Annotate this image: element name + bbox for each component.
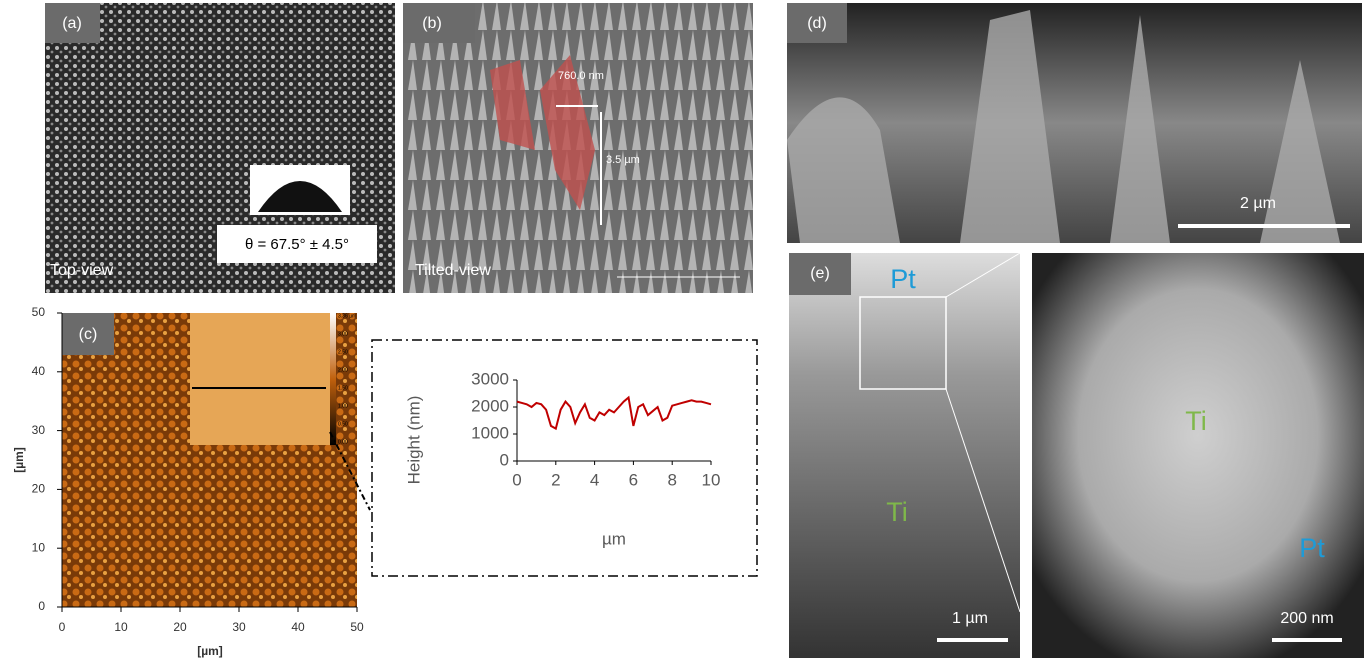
panel-label: (a) xyxy=(62,15,82,32)
colorbar-label: 0.50 xyxy=(338,421,348,427)
afm-inset xyxy=(190,313,330,445)
afm-axes: 0 10 20 30 40 50 0 10 20 30 40 50 xyxy=(32,305,364,634)
label-box xyxy=(45,3,100,43)
y-tick-label: 50 xyxy=(32,305,46,319)
colorbar-label: 1.00 xyxy=(338,403,348,409)
label-box xyxy=(403,3,475,43)
x-tick-label: 40 xyxy=(291,620,305,634)
zoom-line xyxy=(945,388,1021,613)
spikes xyxy=(787,10,1340,243)
x-tick-label: 50 xyxy=(350,620,364,634)
x-tick-label: 6 xyxy=(629,470,638,489)
profile-box xyxy=(371,339,758,577)
profile-chart: 0 1000 2000 3000 0 2 4 6 8 10 xyxy=(471,369,720,489)
label-box xyxy=(787,3,847,43)
x-tick-label: 10 xyxy=(702,470,721,489)
scale-bar-label: 2 µm xyxy=(1240,195,1276,212)
zoom-line xyxy=(945,252,1021,298)
panel-label: (c) xyxy=(79,326,98,343)
connector xyxy=(329,431,371,511)
y-tick-label: 10 xyxy=(32,540,46,554)
colorbar xyxy=(330,313,336,445)
y-axis-label: [µm] xyxy=(12,447,26,473)
caption: Tilted-view xyxy=(415,262,491,279)
label-box xyxy=(789,253,851,295)
scale-bar-label: 1 µm xyxy=(952,610,988,627)
x-tick-label: 20 xyxy=(173,620,187,634)
caption: Top-view xyxy=(50,262,114,279)
colorbar-label: 0.00 xyxy=(338,439,348,445)
y-tick-label: 40 xyxy=(32,364,46,378)
material-label: Pt xyxy=(1299,533,1325,563)
x-tick-label: 30 xyxy=(232,620,246,634)
label-box xyxy=(62,313,114,355)
height-annotation: 3.5 µm xyxy=(606,154,640,166)
y-tick-label: 30 xyxy=(32,423,46,437)
droplet xyxy=(258,181,342,212)
colorbar-label: 3.36 µm xyxy=(338,313,356,319)
sem-zoom xyxy=(1032,253,1364,658)
panel-label: (e) xyxy=(810,265,830,282)
y-tick-label: 0 xyxy=(38,599,45,613)
material-label: Pt xyxy=(890,264,916,294)
zoom-box xyxy=(859,296,947,390)
colorbar-label: 1.50 xyxy=(338,385,348,391)
y-tick-label: 1000 xyxy=(471,423,509,442)
x-tick-label: 4 xyxy=(590,470,599,489)
colorbar-label: 2.50 xyxy=(338,349,348,355)
y-tick-label: 3000 xyxy=(471,369,509,388)
highlight xyxy=(490,55,595,210)
contact-angle: θ = 67.5° ± 4.5° xyxy=(245,236,349,253)
x-tick-label: 8 xyxy=(667,470,676,489)
x-tick-label: 0 xyxy=(59,620,66,634)
material-label: Ti xyxy=(1185,406,1207,436)
x-tick-label: 0 xyxy=(512,470,521,489)
panel-label: (b) xyxy=(422,15,442,32)
colorbar-label: 3.00 xyxy=(338,331,348,337)
colorbar-label: 2.00 xyxy=(338,367,348,373)
x-tick-label: 10 xyxy=(114,620,128,634)
width-annotation: 760.0 nm xyxy=(558,70,604,82)
panel-label: (d) xyxy=(807,15,827,32)
x-axis-label: µm xyxy=(602,529,626,548)
colorbar-labels: 3.36 µm 3.00 2.50 2.00 1.50 1.00 0.50 0.00 xyxy=(338,313,356,445)
sem-fib xyxy=(789,253,1020,658)
x-tick-label: 2 xyxy=(551,470,560,489)
y-tick-label: 0 xyxy=(500,450,509,469)
y-axis-label: Height (nm) xyxy=(404,396,423,485)
angle-box xyxy=(217,225,377,263)
data-line xyxy=(516,395,712,431)
y-tick-label: 20 xyxy=(32,482,46,496)
material-label: Ti xyxy=(886,497,908,527)
x-axis-label: [µm] xyxy=(197,644,223,658)
y-tick-label: 2000 xyxy=(471,396,509,415)
scale-bar-label: 200 nm xyxy=(1280,610,1333,627)
